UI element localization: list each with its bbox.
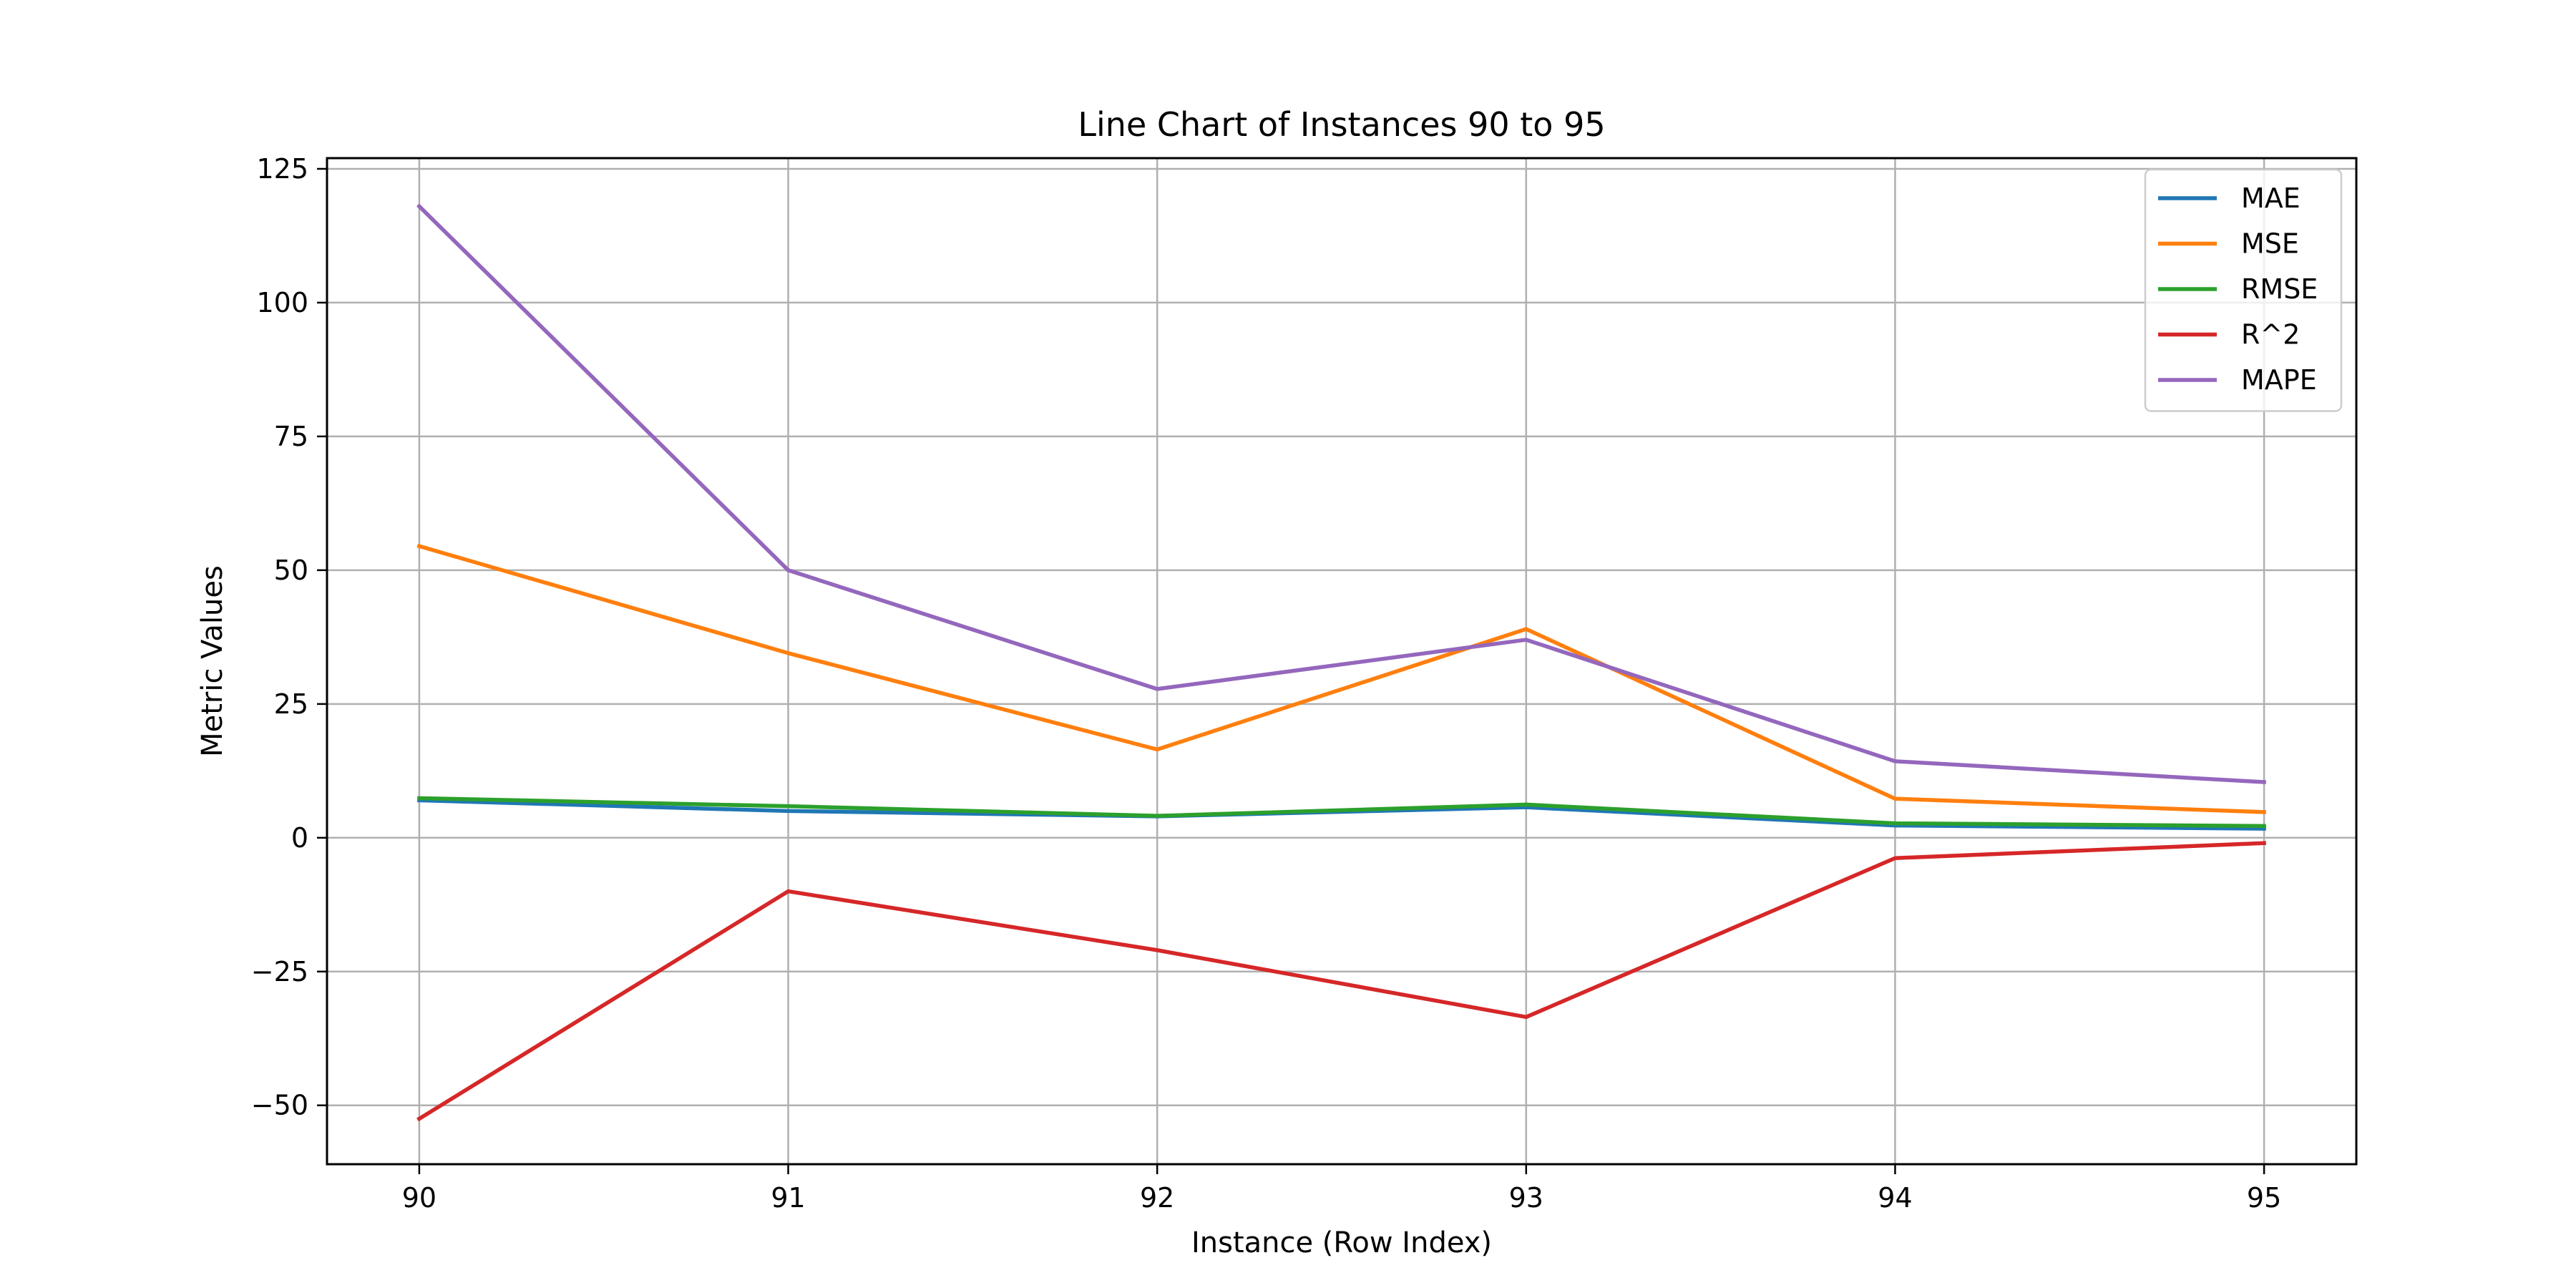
y-tick-label: −50	[251, 1090, 308, 1121]
y-axis-label: Metric Values	[196, 565, 229, 757]
legend-label: MSE	[2241, 228, 2299, 260]
chart-title: Line Chart of Instances 90 to 95	[1078, 105, 1605, 144]
x-axis-label: Instance (Row Index)	[1191, 1226, 1492, 1259]
grid-layer	[327, 158, 2356, 1164]
plot-frame	[326, 157, 2358, 1166]
y-tick-label: 125	[256, 153, 308, 185]
legend-label: MAE	[2241, 182, 2301, 214]
legend: MAE MSE RMSE R^2 MAPE	[2144, 168, 2343, 412]
x-tick-label: 91	[771, 1182, 805, 1214]
y-tick-label: 0	[291, 822, 308, 854]
series-line-rmse	[417, 796, 2266, 829]
legend-label: RMSE	[2241, 273, 2318, 305]
series-layer	[416, 203, 2266, 1122]
x-tick-label: 93	[1509, 1182, 1543, 1214]
y-tick-label: −25	[251, 956, 308, 987]
legend-label: R^2	[2241, 319, 2300, 351]
legend-label: MAPE	[2241, 364, 2317, 396]
y-tick-label: 50	[274, 555, 308, 586]
y-tick-label: 25	[274, 688, 308, 720]
series-line-mape	[416, 203, 2266, 784]
series-line-r-2	[416, 841, 2266, 1122]
series-line-mse	[416, 543, 2266, 814]
x-tick-label: 94	[1878, 1182, 1912, 1214]
ticks-layer: 90 91 92 93 94 95 −50 −25 0 25 50 75 100 125	[251, 153, 2281, 1214]
x-tick-label: 95	[2247, 1182, 2281, 1214]
y-tick-label: 75	[274, 421, 308, 452]
x-tick-label: 90	[402, 1182, 436, 1214]
legend-box	[2144, 168, 2343, 412]
y-tick-label: 100	[256, 287, 308, 318]
x-tick-label: 92	[1140, 1182, 1174, 1214]
